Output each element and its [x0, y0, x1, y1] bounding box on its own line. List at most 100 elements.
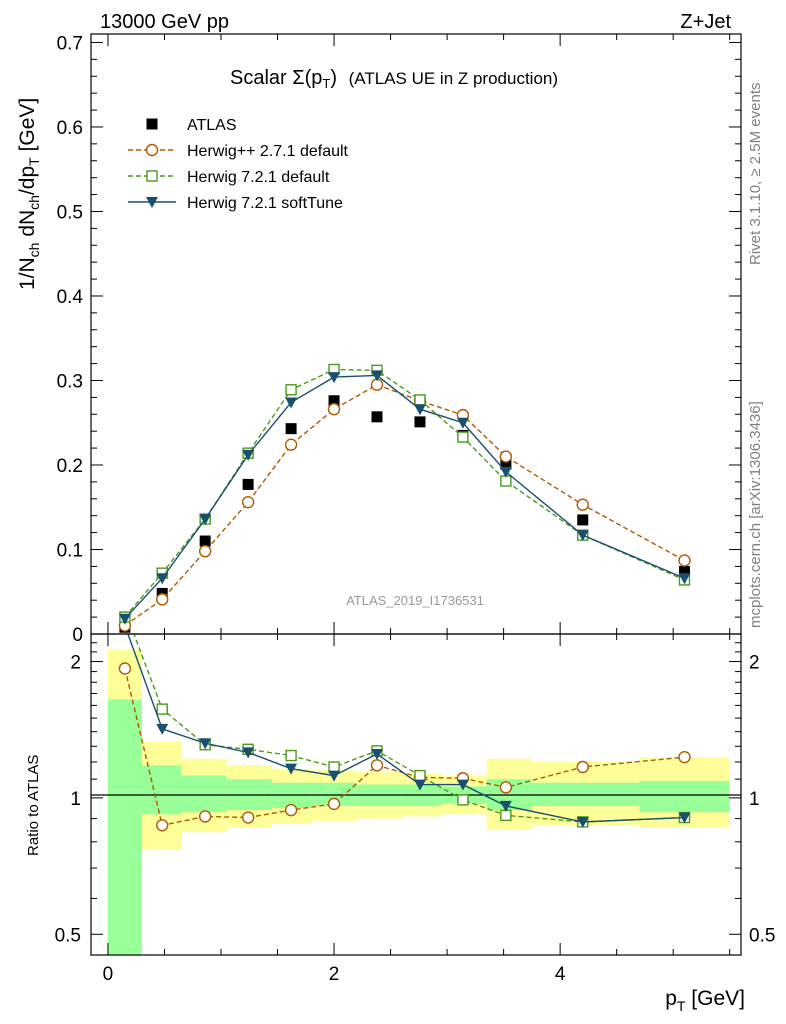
y-tick-label: 0.4	[57, 287, 84, 308]
ratio-series-0-point	[327, 797, 341, 811]
rivet-label: Rivet 3.1.10, ≥ 2.5M events	[747, 83, 764, 266]
ratio-series-0-point	[576, 760, 589, 774]
ratio-series-group	[118, 634, 691, 832]
stat-uncertainty-band	[639, 780, 730, 813]
series-3-point	[285, 397, 298, 409]
series-3-point	[242, 449, 255, 461]
stat-uncertainty-band	[531, 782, 640, 806]
ratio-series-2-point	[371, 748, 383, 760]
series-0-point	[199, 535, 211, 547]
ratio-series-0-point	[118, 662, 132, 675]
main-plot-panel: 0 0.1 0.2 0.3 0.4 0.5 0.6 0.7 Scalar Σ(pT) (ATL…	[16, 33, 742, 646]
legend: ATLAS Herwig++ 2.7.1 default Herwig 7.2.1 …	[128, 117, 349, 212]
stat-uncertainty-band	[141, 765, 182, 815]
series-2-line	[124, 368, 685, 618]
x-tick-label: 4	[555, 964, 566, 985]
ratio-series-2-point	[576, 816, 589, 828]
chart-title: Scalar Σ(pT) (ATLAS UE in Z production)	[230, 67, 558, 91]
ratio-series-0-point	[241, 811, 255, 824]
series-1-point	[576, 498, 589, 511]
process-label: Z+Jet	[680, 11, 731, 33]
series-2-point	[285, 384, 297, 396]
series-0-point	[678, 565, 690, 577]
ratio-series-1-line	[133, 634, 685, 823]
ratio-series-2-point	[285, 763, 298, 775]
series-3-point	[576, 530, 589, 542]
ratio-series-1-point	[457, 794, 469, 806]
ratio-series-0-point	[284, 803, 298, 817]
ratio-series-2-point	[678, 812, 691, 824]
x-tick-label: 2	[329, 964, 340, 985]
legend-label: Herwig++ 2.7.1 default	[187, 143, 349, 160]
series-3-point	[678, 573, 691, 585]
series-1-point	[499, 450, 513, 463]
ratio-y-tick-label: 1	[70, 789, 81, 810]
series-3-point	[499, 466, 512, 478]
watermark: ATLAS_2019_I1736531	[346, 593, 484, 608]
ratio-series-1-point	[328, 761, 340, 773]
ratio-series-1-point	[156, 703, 168, 715]
ratio-series-2-point	[199, 738, 212, 750]
ratio-series-0-line	[124, 668, 685, 827]
series-3-point	[371, 370, 383, 382]
ratio-plot-panel: 0.5 0.5 1 1 2 2 0 2 4 Ratio to ATLAS pT [GeV]	[25, 633, 775, 1014]
ratio-series-0-point	[370, 759, 384, 772]
stat-uncertainty-band	[311, 782, 357, 806]
series-1-point	[284, 438, 298, 451]
legend-label: Herwig 7.2.1 softTune	[187, 195, 343, 212]
series-0-point	[285, 423, 297, 435]
series-1-point	[678, 554, 691, 567]
series-2-point	[414, 394, 426, 406]
series-0-point	[414, 416, 426, 428]
ratio-series-1-point	[414, 769, 426, 782]
ratio-series-2-point	[499, 800, 512, 812]
series-3-point	[456, 417, 469, 429]
ratio-series-2-line	[127, 634, 685, 823]
series-1-point	[327, 403, 341, 416]
legend-label: Herwig 7.2.1 default	[187, 169, 330, 186]
legend-marker	[146, 170, 158, 182]
ratio-series-0-point	[156, 819, 169, 832]
ratio-y-tick-label: 0.5	[55, 925, 81, 946]
x-axis-label: pT [GeV]	[665, 987, 745, 1014]
y-tick-label: 0.3	[57, 371, 83, 392]
ratio-series-2-point	[242, 747, 255, 759]
series-3-point	[199, 514, 212, 526]
series-3-point	[118, 613, 131, 625]
series-2-point	[457, 431, 469, 443]
ratio-series-1-point	[285, 749, 297, 762]
ratio-y-tick-label-right: 0.5	[749, 925, 775, 946]
series-1-line	[124, 383, 685, 627]
legend-marker	[146, 118, 158, 130]
legend-label: ATLAS	[187, 117, 237, 134]
stat-uncertainty-band	[107, 699, 142, 955]
series-3-point	[156, 573, 169, 585]
ratio-y-tick-label-right: 2	[749, 652, 760, 673]
series-3-line	[124, 374, 685, 620]
x-tick-label: 0	[103, 964, 114, 985]
ratio-series-2-point	[156, 723, 169, 735]
ratio-series-0-point	[499, 781, 513, 794]
series-0-point	[242, 478, 254, 490]
y-tick-label: 0.7	[57, 33, 83, 54]
mcplots-label: mcplots.cern.ch [arXiv:1306.3436]	[747, 401, 764, 628]
series-3-point	[413, 404, 426, 416]
series-0-point	[500, 458, 512, 470]
series-3-point	[328, 372, 341, 384]
y-tick-label: 0.1	[57, 540, 83, 561]
ratio-series-2-point	[456, 779, 469, 791]
ratio-series-0-point	[678, 750, 691, 764]
ratio-plot-frame	[90, 633, 742, 956]
stat-uncertainty-band	[181, 775, 227, 813]
y-tick-label: 0.6	[57, 118, 83, 139]
y-tick-label: 0.2	[57, 456, 83, 477]
legend-marker	[146, 197, 158, 208]
y-axis-label: 1/Nch dNch/dpT [GeV]	[16, 98, 42, 290]
series-0-point	[371, 411, 383, 423]
series-1-point	[198, 544, 212, 558]
ratio-series-2-point	[413, 779, 426, 791]
ratio-y-tick-label: 2	[70, 652, 81, 673]
y-tick-label: 0.5	[57, 202, 83, 223]
series-1-point	[241, 495, 255, 509]
